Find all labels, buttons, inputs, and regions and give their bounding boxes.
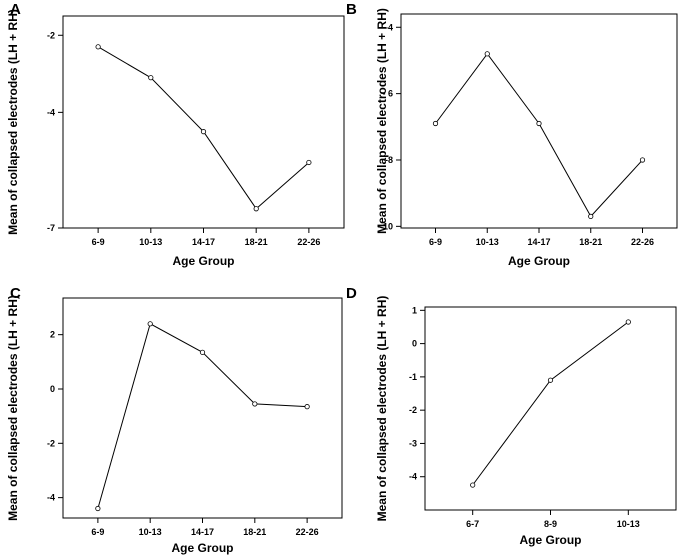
y-axis-title: Mean of collapsed electrodes (LH + RH) xyxy=(6,9,20,235)
x-axis-title: Age Group xyxy=(173,254,235,268)
x-tick-label: 22-26 xyxy=(631,237,654,247)
x-tick-label: 6-9 xyxy=(92,237,105,247)
x-tick-label: 10-13 xyxy=(139,237,162,247)
y-tick-label: -4 xyxy=(385,22,393,32)
y-tick-label: -4 xyxy=(47,493,55,503)
y-tick-label: -8 xyxy=(385,155,393,165)
panel-letter: D xyxy=(346,285,357,302)
x-tick-label: 10-13 xyxy=(476,237,499,247)
y-tick-label: -2 xyxy=(409,405,417,415)
y-tick-label: -2 xyxy=(47,30,55,40)
data-point xyxy=(588,213,594,219)
data-point xyxy=(484,51,490,57)
y-tick-label: -3 xyxy=(409,438,417,448)
data-point xyxy=(199,349,206,355)
y-axis-title: Mean of collapsed electrodes (LH + RH) xyxy=(375,8,389,234)
y-tick-label: -7 xyxy=(47,223,55,233)
data-point xyxy=(547,377,554,383)
y-axis-title: Mean of collapsed electrodes (LH + RH) xyxy=(375,296,389,522)
x-tick-label: 18-21 xyxy=(245,237,268,247)
chart-panel-d: D 1 0 -1 -2 -3 -4 6-7 8-9 10-13 Age Group Mean of c… xyxy=(346,285,677,547)
x-tick-label: 10-13 xyxy=(139,527,162,537)
series-line xyxy=(435,52,643,218)
data-point xyxy=(306,159,312,166)
data-point xyxy=(470,482,476,488)
chart-panel-a: A -2 -4 -7 6-9 10-13 14-17 18-21 22-26 Age Group M… xyxy=(6,1,345,268)
data-point xyxy=(536,120,542,127)
y-tick-label: 1 xyxy=(412,305,417,315)
panel-letter: B xyxy=(346,1,357,18)
y-tick-label: 2 xyxy=(50,330,55,340)
x-tick-label: 14-17 xyxy=(192,237,215,247)
series-line xyxy=(97,46,310,210)
x-tick-label: 22-26 xyxy=(297,237,320,247)
x-tick-label: 14-17 xyxy=(191,527,214,537)
data-point xyxy=(625,319,631,325)
y-tick-label: -2 xyxy=(47,438,55,448)
plot-frame xyxy=(62,15,345,229)
y-tick-label: - 6 xyxy=(382,89,393,99)
x-axis-title: Age Group xyxy=(520,533,582,547)
data-point xyxy=(200,129,207,135)
y-tick-label: -4 xyxy=(409,472,417,482)
data-point xyxy=(639,157,646,163)
x-tick-label: 18-21 xyxy=(579,237,602,247)
x-tick-label: 22-26 xyxy=(296,527,319,537)
x-tick-label: 10-13 xyxy=(617,519,640,529)
y-axis-title: Mean of collapsed electrodes (LH + RH) xyxy=(6,295,20,521)
x-tick-label: 8-9 xyxy=(544,519,557,529)
data-point xyxy=(304,404,310,410)
series-line xyxy=(472,321,629,486)
y-tick-label: 0 xyxy=(412,339,417,349)
x-axis-title: Age Group xyxy=(172,541,234,555)
x-tick-label: 6-7 xyxy=(466,519,479,529)
y-tick-label: -4 xyxy=(47,107,55,117)
data-point xyxy=(148,75,154,81)
data-point xyxy=(252,401,258,407)
y-tick-label: 0 xyxy=(50,384,55,394)
chart-panel-c: C 2 0 -2 -4 6-9 10-13 14-17 18-21 22-26 Age Group M… xyxy=(6,285,343,555)
data-point xyxy=(253,206,259,212)
x-axis-title: Age Group xyxy=(508,254,570,268)
data-point xyxy=(95,44,101,50)
data-point xyxy=(147,321,153,327)
y-tick-label: -1 xyxy=(409,372,417,382)
data-point xyxy=(95,505,101,512)
y-tick-label: - 10 xyxy=(377,221,393,231)
panel-letter: C xyxy=(10,285,21,302)
x-tick-label: 14-17 xyxy=(527,237,550,247)
x-tick-label: 18-21 xyxy=(243,527,266,537)
chart-panel-b: B -4 - 6 -8 - 10 6-9 10-13 14-17 18-21 22-26 Age G… xyxy=(346,1,678,268)
data-point xyxy=(432,120,439,127)
panel-letter: A xyxy=(10,1,21,18)
x-tick-label: 6-9 xyxy=(91,527,104,537)
plot-frame xyxy=(424,306,677,511)
x-tick-label: 6-9 xyxy=(429,237,442,247)
